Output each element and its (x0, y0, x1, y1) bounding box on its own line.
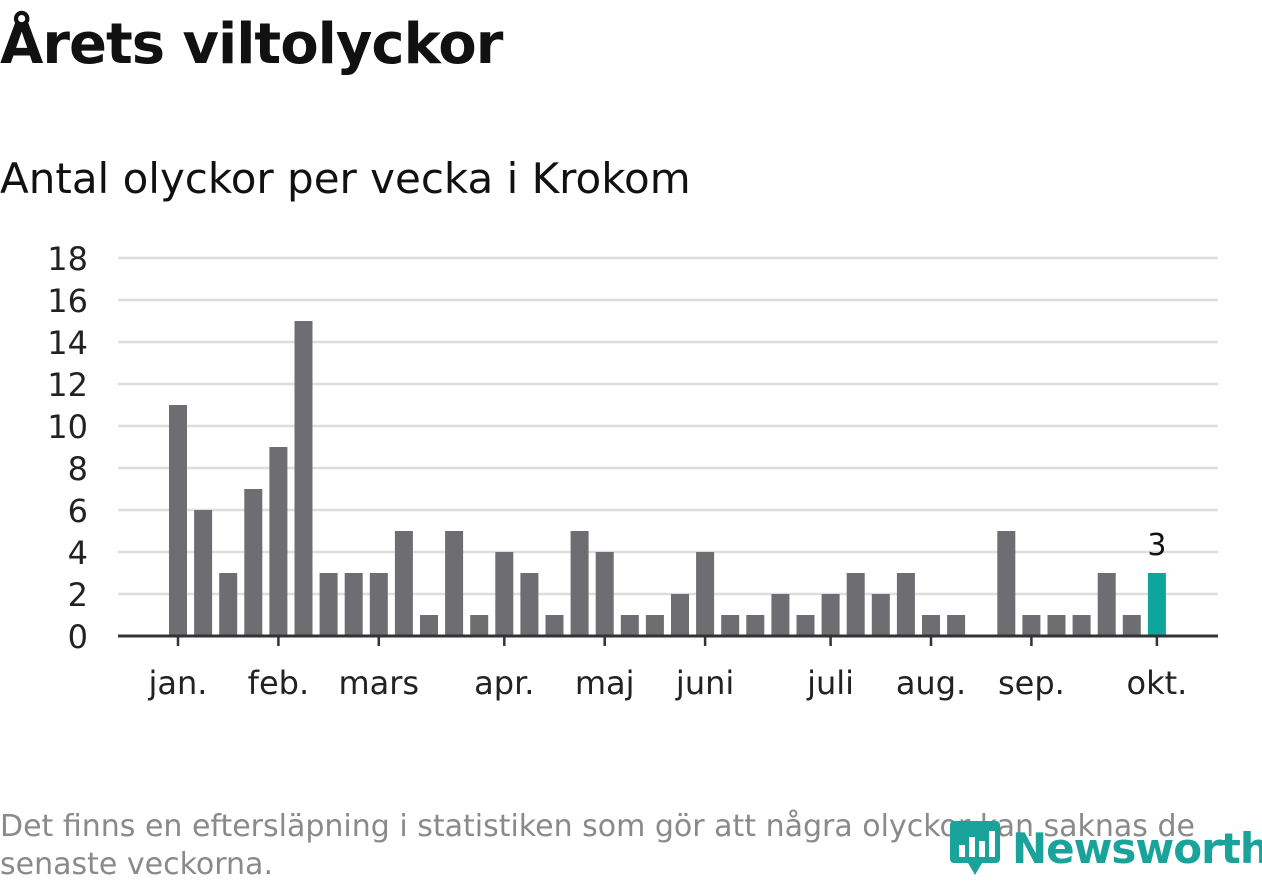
y-tick-label: 14 (47, 324, 88, 362)
bar (545, 615, 564, 636)
data-label-highlight: 3 (1147, 528, 1166, 563)
bars (169, 321, 1166, 636)
bar (394, 531, 413, 636)
chart-title: Årets viltolyckor (0, 12, 503, 77)
y-axis-ticks: 0 2 4 6 8 10 12 14 16 18 (47, 240, 88, 656)
x-tick-label: okt. (1126, 664, 1187, 702)
bar (269, 447, 288, 636)
bar (721, 615, 740, 636)
x-tick-label: jan. (148, 664, 208, 702)
y-tick-label: 2 (68, 576, 88, 614)
y-tick-label: 12 (47, 366, 88, 404)
bar (595, 552, 614, 636)
bar (1022, 615, 1041, 636)
newsworthy-logo: Newsworthy (950, 818, 1262, 878)
x-tick-label: sep. (998, 664, 1065, 702)
y-tick-label: 0 (68, 618, 88, 656)
bar (796, 615, 815, 636)
x-tick-label: juli (806, 664, 854, 702)
bar (294, 321, 313, 636)
x-tick-label: mars (338, 664, 419, 702)
data-labels: 3 (1147, 528, 1166, 563)
bar-highlight (1147, 573, 1166, 636)
x-tick-label: apr. (474, 664, 534, 702)
y-tick-label: 4 (68, 534, 88, 572)
bar (1122, 615, 1141, 636)
chart-subtitle: Antal olyckor per vecka i Krokom (0, 154, 691, 203)
bar (922, 615, 940, 636)
bar (1097, 573, 1116, 636)
x-tick-label: maj (575, 664, 635, 702)
y-tick-label: 16 (47, 282, 88, 320)
bar (746, 615, 765, 636)
bar (846, 573, 865, 636)
bar (445, 531, 464, 636)
y-tick-label: 18 (47, 240, 88, 278)
bar (645, 615, 664, 636)
bar (821, 594, 840, 636)
newsworthy-logo-icon (950, 821, 1000, 875)
bar (169, 405, 187, 636)
bar (369, 573, 388, 636)
bar (871, 594, 890, 636)
bar (420, 615, 438, 636)
bar (696, 552, 715, 636)
bar (1072, 615, 1091, 636)
bar (470, 615, 489, 636)
bar (1047, 615, 1066, 636)
x-tick-label: feb. (248, 664, 309, 702)
brand-name: Newsworthy (1012, 823, 1262, 873)
bar (495, 552, 514, 636)
bar (997, 531, 1016, 636)
bar (570, 531, 589, 636)
y-tick-label: 6 (68, 492, 88, 530)
bar (344, 573, 363, 636)
bar (620, 615, 639, 636)
bar (947, 615, 966, 636)
bar (671, 594, 689, 636)
bar (194, 510, 213, 636)
bar (319, 573, 338, 636)
x-tick-label: aug. (896, 664, 966, 702)
x-tick-label: juni (675, 664, 734, 702)
bar (771, 594, 790, 636)
bar (896, 573, 915, 636)
y-tick-label: 8 (68, 450, 88, 488)
bar (520, 573, 539, 636)
y-tick-label: 10 (47, 408, 88, 446)
bar (244, 489, 263, 636)
bar (219, 573, 238, 636)
x-axis-ticks: jan. feb. mars apr. maj juni juli aug. sep. okt. (148, 636, 1187, 702)
